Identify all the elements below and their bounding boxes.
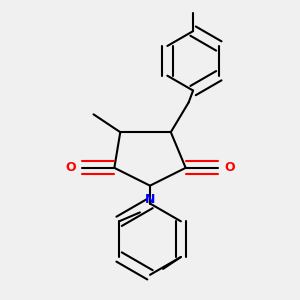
Text: O: O [224, 161, 235, 174]
Text: N: N [145, 193, 155, 206]
Text: O: O [65, 161, 76, 174]
